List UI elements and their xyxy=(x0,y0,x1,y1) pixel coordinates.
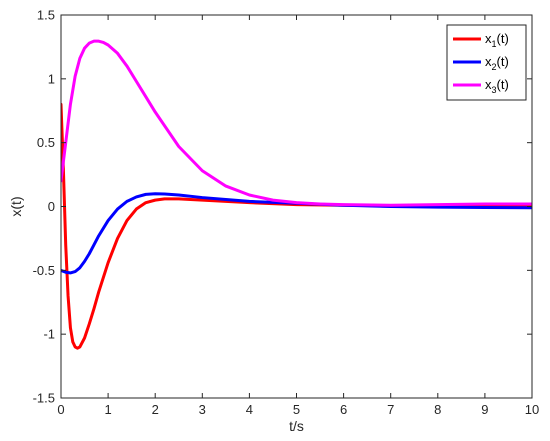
y-tick-label: 1.5 xyxy=(37,8,55,23)
y-tick-label: 1 xyxy=(48,71,55,86)
y-tick-label: 0.5 xyxy=(37,135,55,150)
y-tick-label: -1 xyxy=(43,327,55,342)
x-tick-label: 3 xyxy=(199,402,206,417)
y-tick-label: 0 xyxy=(48,199,55,214)
x-tick-label: 5 xyxy=(293,402,300,417)
x-axis-ticks: 0 1 2 3 4 5 6 7 8 9 10 xyxy=(57,15,539,417)
legend-entry-x2: x2(t) xyxy=(485,54,509,72)
x-tick-label: 1 xyxy=(104,402,111,417)
x-tick-label: 9 xyxy=(481,402,488,417)
legend-entry-x3: x3(t) xyxy=(485,77,509,95)
y-axis-ticks: -1.5 -1 -0.5 0 0.5 1 1.5 xyxy=(33,8,532,406)
x-tick-label: 10 xyxy=(525,402,539,417)
y-tick-label: -1.5 xyxy=(33,391,55,406)
y-axis-label: x(t) xyxy=(8,196,24,216)
legend: x1(t) x2(t) x3(t) xyxy=(446,24,527,101)
x-tick-label: 0 xyxy=(57,402,64,417)
series-line-x3 xyxy=(61,39,532,207)
x-tick-label: 2 xyxy=(152,402,159,417)
series-lines xyxy=(61,39,532,350)
x-tick-label: 7 xyxy=(387,402,394,417)
x-tick-label: 8 xyxy=(434,402,441,417)
x-tick-label: 4 xyxy=(246,402,253,417)
x-axis-label: t/s xyxy=(289,418,304,434)
x-tick-label: 6 xyxy=(340,402,347,417)
legend-entry-x1: x1(t) xyxy=(485,31,509,49)
y-tick-label: -0.5 xyxy=(33,263,55,278)
